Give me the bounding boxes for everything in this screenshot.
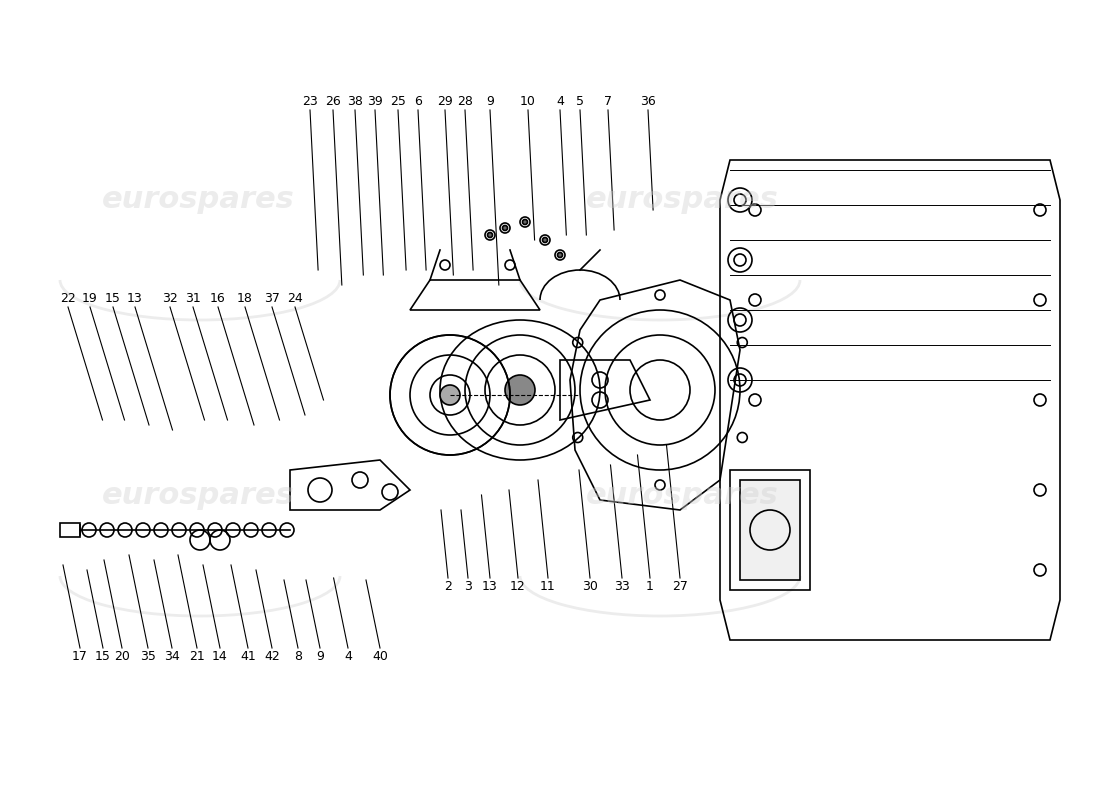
Text: 24: 24 [287, 292, 303, 305]
Text: 8: 8 [294, 650, 302, 663]
Circle shape [522, 219, 528, 225]
Text: 19: 19 [82, 292, 98, 305]
Text: eurospares: eurospares [585, 482, 779, 510]
Circle shape [503, 226, 507, 230]
Text: 37: 37 [264, 292, 279, 305]
Text: 15: 15 [106, 292, 121, 305]
Text: 16: 16 [210, 292, 225, 305]
Text: 13: 13 [482, 580, 498, 593]
Text: 12: 12 [510, 580, 526, 593]
Bar [730, 470, 810, 590]
Text: 20: 20 [114, 650, 130, 663]
Text: 22: 22 [60, 292, 76, 305]
Text: 32: 32 [162, 292, 178, 305]
Text: 39: 39 [367, 95, 383, 108]
Circle shape [440, 385, 460, 405]
Circle shape [542, 238, 548, 242]
Text: 36: 36 [640, 95, 656, 108]
Text: 41: 41 [240, 650, 256, 663]
Text: 38: 38 [348, 95, 363, 108]
Text: 14: 14 [212, 650, 228, 663]
Text: 2: 2 [444, 580, 452, 593]
Text: 35: 35 [140, 650, 156, 663]
Text: 29: 29 [437, 95, 453, 108]
Text: 23: 23 [302, 95, 318, 108]
Text: eurospares: eurospares [585, 186, 779, 214]
Text: 30: 30 [582, 580, 598, 593]
Text: 28: 28 [458, 95, 473, 108]
Bar [740, 480, 800, 580]
Text: eurospares: eurospares [101, 186, 295, 214]
Text: 21: 21 [189, 650, 205, 663]
Circle shape [487, 233, 493, 238]
Text: 5: 5 [576, 95, 584, 108]
Text: 34: 34 [164, 650, 180, 663]
Text: 3: 3 [464, 580, 472, 593]
Text: 33: 33 [614, 580, 630, 593]
Text: 26: 26 [326, 95, 341, 108]
Text: 40: 40 [372, 650, 388, 663]
Text: 7: 7 [604, 95, 612, 108]
Text: 4: 4 [344, 650, 352, 663]
Text: 42: 42 [264, 650, 279, 663]
Bar [60, 523, 80, 537]
Text: 25: 25 [390, 95, 406, 108]
Circle shape [505, 375, 535, 405]
Text: 15: 15 [95, 650, 111, 663]
Text: 17: 17 [73, 650, 88, 663]
Text: 31: 31 [185, 292, 201, 305]
Text: eurospares: eurospares [101, 482, 295, 510]
Text: 13: 13 [128, 292, 143, 305]
Text: 4: 4 [557, 95, 564, 108]
Circle shape [558, 253, 562, 258]
Text: 11: 11 [540, 580, 556, 593]
Text: 9: 9 [486, 95, 494, 108]
Text: 1: 1 [646, 580, 653, 593]
Text: 18: 18 [238, 292, 253, 305]
Text: 10: 10 [520, 95, 536, 108]
Text: 27: 27 [672, 580, 688, 593]
Text: 9: 9 [316, 650, 323, 663]
Text: 6: 6 [414, 95, 422, 108]
